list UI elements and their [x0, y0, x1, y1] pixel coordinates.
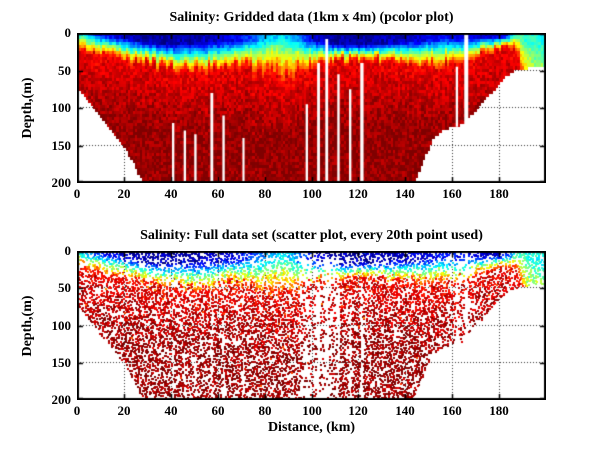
x-tick-label: 80 — [258, 403, 272, 418]
y-tick-label: 0 — [64, 25, 72, 40]
x-tick-label: 140 — [395, 403, 415, 418]
y-tick-label: 100 — [51, 100, 72, 115]
pcolor-y-axis-label: Depth,(m) — [20, 77, 35, 139]
x-tick-label: 0 — [73, 403, 81, 418]
x-tick-label: 180 — [489, 403, 509, 418]
y-tick-label: 150 — [51, 355, 72, 370]
y-tick-label: 150 — [51, 138, 72, 153]
x-tick-label: 140 — [395, 186, 415, 201]
x-tick-label: 160 — [442, 186, 462, 201]
y-tick-label: 200 — [51, 175, 72, 190]
x-tick-label: 60 — [211, 403, 225, 418]
x-tick-label: 160 — [442, 403, 462, 418]
x-tick-label: 60 — [211, 186, 225, 201]
x-tick-label: 80 — [258, 186, 272, 201]
pcolor-plot-canvas — [77, 33, 546, 183]
scatter-plot-title: Salinity: Full data set (scatter plot, e… — [140, 228, 483, 243]
y-tick-label: 200 — [51, 392, 72, 407]
y-tick-label: 50 — [58, 280, 71, 295]
x-tick-label: 100 — [302, 403, 322, 418]
scatter-y-axis-label: Depth,(m) — [20, 295, 35, 357]
pcolor-plot-title: Salinity: Gridded data (1km x 4m) (pcolo… — [169, 10, 454, 25]
y-tick-label: 100 — [51, 318, 72, 333]
y-tick-label: 50 — [58, 63, 71, 78]
x-tick-label: 120 — [348, 403, 368, 418]
x-tick-label: 100 — [302, 186, 322, 201]
x-tick-label: 20 — [117, 403, 131, 418]
x-tick-label: 40 — [164, 186, 178, 201]
x-tick-label: 120 — [348, 186, 368, 201]
y-tick-label: 0 — [64, 243, 72, 258]
x-tick-label: 20 — [117, 186, 131, 201]
x-axis-label: Distance, (km) — [267, 420, 356, 435]
x-tick-label: 180 — [489, 186, 509, 201]
x-tick-label: 40 — [164, 403, 178, 418]
scatter-plot-canvas — [77, 251, 546, 400]
x-tick-label: 0 — [73, 186, 81, 201]
